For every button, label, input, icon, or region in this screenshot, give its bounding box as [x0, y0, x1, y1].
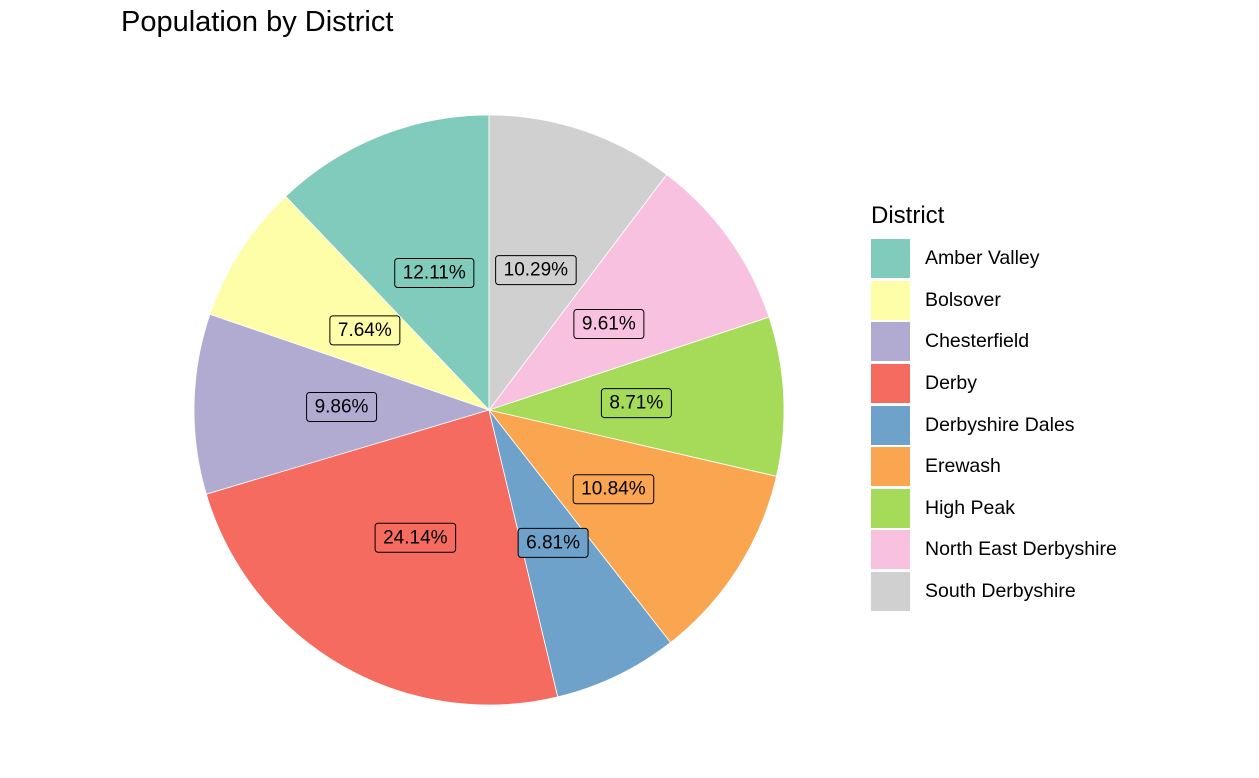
legend-swatch [871, 488, 910, 528]
slice-label-text-8: 10.29% [504, 260, 569, 281]
legend-label: Bolsover [925, 288, 1001, 311]
pie-slice-1 [209, 195, 490, 411]
legend-label: Derby [925, 372, 978, 395]
slice-label-box-8 [495, 255, 577, 286]
legend-item: Chesterfield [871, 321, 1117, 363]
legend-item: Bolsover [871, 280, 1117, 322]
slice-label-7: 9.61% [573, 309, 645, 340]
pie-slice-8 [488, 114, 668, 412]
slice-label-5: 10.84% [572, 474, 655, 505]
legend-item: Erewash [871, 446, 1117, 488]
pie-slice-3 [205, 409, 559, 706]
legend-items: Amber Valley Bolsover Chesterfield Derby Der… [871, 238, 1117, 612]
legend-swatch [871, 239, 910, 279]
slice-label-text-7: 9.61% [582, 314, 636, 335]
slice-label-box-3 [374, 522, 457, 553]
slice-label-text-3: 24.14% [383, 527, 448, 548]
legend-label: North East Derbyshire [925, 538, 1117, 561]
slice-label-text-5: 10.84% [581, 479, 646, 500]
pie-slice-5 [487, 409, 777, 644]
legend-title: District [871, 202, 945, 229]
legend-item: North East Derbyshire [871, 529, 1117, 571]
legend: District Amber Valley Bolsover Chesterfiel… [871, 202, 1117, 612]
legend-label: Chesterfield [925, 330, 1030, 353]
slice-label-box-7 [573, 309, 645, 340]
slice-label-text-1: 7.64% [338, 320, 392, 341]
slice-label-4: 6.81% [517, 527, 589, 558]
slice-label-box-4 [517, 527, 589, 558]
legend-swatch [871, 280, 910, 320]
legend-swatch [871, 322, 910, 362]
legend-label: High Peak [925, 496, 1015, 519]
legend-label: Derbyshire Dales [925, 413, 1075, 436]
legend-swatch [871, 530, 910, 570]
legend-item: Derbyshire Dales [871, 404, 1117, 446]
legend-swatch [871, 572, 910, 612]
slice-label-1: 7.64% [329, 315, 401, 346]
legend-swatch [871, 405, 910, 445]
slice-label-text-6: 8.71% [609, 393, 663, 414]
slice-label-text-2: 9.86% [315, 397, 369, 418]
slice-label-box-0 [394, 258, 475, 289]
pie-slice-0 [285, 114, 490, 412]
slice-label-8: 10.29% [495, 255, 577, 286]
legend-item: High Peak [871, 488, 1117, 530]
legend-swatch [871, 364, 910, 404]
legend-item: Derby [871, 363, 1117, 405]
legend-item: Amber Valley [871, 238, 1117, 280]
legend-swatch [871, 447, 910, 487]
slice-label-box-1 [329, 315, 401, 346]
slice-label-box-2 [306, 392, 378, 423]
slice-label-text-0: 12.11% [403, 263, 466, 284]
legend-label: South Derbyshire [925, 580, 1076, 603]
slice-label-6: 8.71% [600, 388, 672, 419]
slice-label-box-6 [600, 388, 672, 419]
legend-label: Erewash [925, 455, 1001, 478]
legend-item: South Derbyshire [871, 571, 1117, 613]
legend-label: Amber Valley [925, 247, 1040, 270]
slice-label-box-5 [572, 474, 655, 505]
slice-label-2: 9.86% [306, 392, 378, 423]
slice-label-text-4: 6.81% [526, 532, 580, 553]
slice-label-0: 12.11% [394, 258, 475, 289]
slice-label-3: 24.14% [374, 522, 457, 553]
pie-slice-7 [487, 173, 770, 411]
chart-title: Population by District [121, 6, 394, 38]
